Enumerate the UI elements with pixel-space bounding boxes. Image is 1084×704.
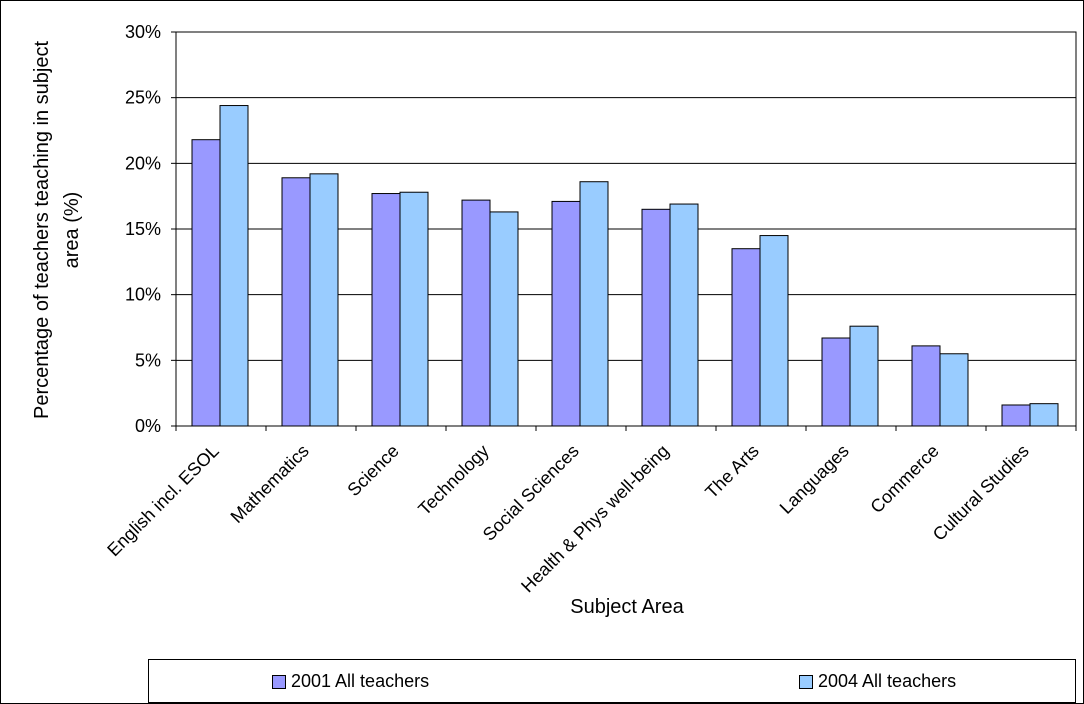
y-tick-label: 30% bbox=[125, 22, 161, 42]
x-tick-label: Mathematics bbox=[227, 441, 313, 527]
bar-2004 bbox=[399, 191, 429, 427]
legend-item-2001: 2001 All teachers bbox=[272, 671, 429, 692]
bar-2001 bbox=[731, 248, 761, 427]
y-tick-label: 15% bbox=[125, 219, 161, 239]
y-axis-title: Percentage of teachers teaching in subje… bbox=[31, 41, 83, 419]
x-tick-label: Languages bbox=[776, 441, 853, 518]
legend-swatch-2004 bbox=[799, 674, 813, 689]
bar-2001 bbox=[911, 345, 941, 427]
bar-2004 bbox=[219, 105, 249, 427]
bar-2004 bbox=[1029, 403, 1059, 427]
y-axis-title-line: area (%) bbox=[61, 192, 83, 269]
x-tick-label: Technology bbox=[414, 441, 493, 520]
y-tick-label: 10% bbox=[125, 285, 161, 305]
bar-2004 bbox=[309, 173, 339, 427]
bar-2004 bbox=[579, 181, 609, 427]
legend: 2001 All teachers 2004 All teachers bbox=[148, 659, 1076, 703]
x-tick-label: Science bbox=[343, 441, 402, 500]
bar-2001 bbox=[821, 337, 851, 427]
x-tick-label: Social Sciences bbox=[479, 441, 583, 545]
x-tick-label: Health & Phys well-being bbox=[517, 441, 673, 597]
legend-label-2001: 2001 All teachers bbox=[291, 671, 430, 691]
bars bbox=[191, 105, 1059, 427]
y-tick-label: 5% bbox=[135, 350, 161, 370]
bar-2004 bbox=[759, 235, 789, 427]
bar-2001 bbox=[371, 193, 401, 427]
legend-label-2004: 2004 All teachers bbox=[818, 671, 957, 691]
bar-2004 bbox=[489, 211, 519, 427]
x-tick-label: The Arts bbox=[701, 441, 763, 503]
bar-2001 bbox=[551, 200, 581, 427]
bar-2004 bbox=[849, 325, 879, 427]
x-axis-title: Subject Area bbox=[570, 596, 684, 618]
x-tick-label: English incl. ESOL bbox=[103, 441, 223, 561]
legend-item-2004: 2004 All teachers bbox=[799, 671, 956, 692]
y-tick-label: 0% bbox=[135, 416, 161, 436]
bar-2004 bbox=[669, 203, 699, 427]
x-tick-label: Commerce bbox=[866, 441, 942, 517]
y-tick-label: 20% bbox=[125, 153, 161, 173]
x-tick-label: Cultural Studies bbox=[929, 441, 1033, 545]
legend-swatch-2001 bbox=[272, 674, 286, 689]
bar-2001 bbox=[1001, 404, 1031, 427]
bar-2004 bbox=[939, 353, 969, 427]
bar-2001 bbox=[641, 208, 671, 427]
y-tick-label: 25% bbox=[125, 88, 161, 108]
bar-2001 bbox=[281, 177, 311, 427]
y-axis-title-line: Percentage of teachers teaching in subje… bbox=[31, 41, 53, 419]
bar-2001 bbox=[461, 199, 491, 427]
bar-2001 bbox=[191, 139, 221, 427]
